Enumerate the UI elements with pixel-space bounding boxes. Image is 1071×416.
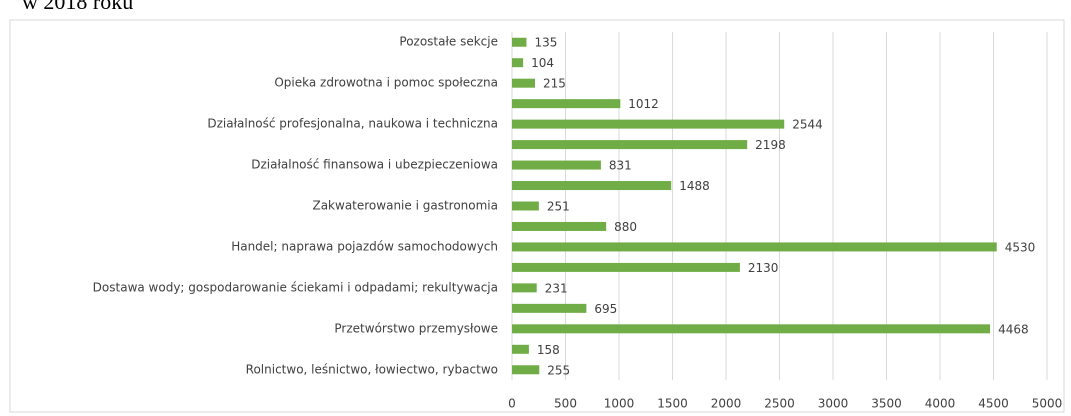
data-label: 215: [543, 77, 566, 91]
data-label: 4530: [1005, 240, 1036, 254]
data-label: 4468: [998, 322, 1029, 336]
y-tick-label: Handel; naprawa pojazdów samochodowych: [231, 239, 498, 253]
bar: [512, 303, 587, 313]
data-label: 695: [594, 302, 617, 316]
bar: [512, 37, 527, 47]
x-tick-label: 1000: [604, 397, 635, 411]
bar: [512, 344, 529, 354]
x-tick-label: 4000: [925, 397, 956, 411]
y-tick-label: Dostawa wody; gospodarowanie ściekami i …: [93, 280, 498, 294]
bar: [512, 160, 601, 170]
data-label: 2544: [792, 118, 823, 132]
bar: [512, 365, 540, 375]
data-label: 880: [614, 220, 637, 234]
y-tick-label: Rolnictwo, leśnictwo, łowiectwo, rybactw…: [246, 362, 498, 376]
y-tick-label: Działalność profesjonalna, naukowa i tec…: [207, 117, 498, 131]
y-tick-label: Pozostałe sekcje: [399, 35, 498, 49]
chart-title: w 2018 roku: [22, 0, 133, 14]
x-tick-label: 2500: [764, 397, 795, 411]
bar: [512, 99, 621, 109]
bar: [512, 58, 524, 68]
bar: [512, 78, 536, 88]
bar: [512, 119, 785, 129]
data-label: 2198: [755, 138, 786, 152]
x-tick-label: 4500: [978, 397, 1009, 411]
x-tick-label: 3500: [871, 397, 902, 411]
data-label: 1012: [628, 97, 659, 111]
bar: [512, 262, 740, 272]
bar: [512, 221, 607, 231]
y-tick-label: Zakwaterowanie i gastronomia: [312, 199, 498, 213]
data-label: 831: [609, 159, 632, 173]
data-label: 251: [547, 200, 570, 214]
chart-border: [9, 19, 1065, 413]
x-tick-label: 2000: [711, 397, 742, 411]
x-tick-label: 5000: [1032, 397, 1063, 411]
bar: [512, 201, 539, 211]
x-tick-label: 500: [554, 397, 577, 411]
data-label: 2130: [748, 261, 779, 275]
y-tick-label: Przetwórstwo przemysłowe: [334, 321, 498, 335]
data-label: 135: [534, 36, 557, 50]
x-tick-label: 0: [508, 397, 516, 411]
data-label: 158: [537, 343, 560, 357]
bar: [512, 242, 997, 252]
bar: [512, 283, 537, 293]
y-tick-label: Opieka zdrowotna i pomoc społeczna: [274, 76, 498, 90]
y-tick-label: Działalność finansowa i ubezpieczeniowa: [251, 158, 498, 172]
data-label: 231: [545, 281, 568, 295]
bar: [512, 324, 991, 334]
data-label: 255: [547, 363, 570, 377]
bar: [512, 140, 748, 150]
data-label: 104: [531, 56, 554, 70]
bar: [512, 181, 672, 191]
data-label: 1488: [679, 179, 710, 193]
x-tick-label: 1500: [657, 397, 688, 411]
x-tick-label: 3000: [818, 397, 849, 411]
